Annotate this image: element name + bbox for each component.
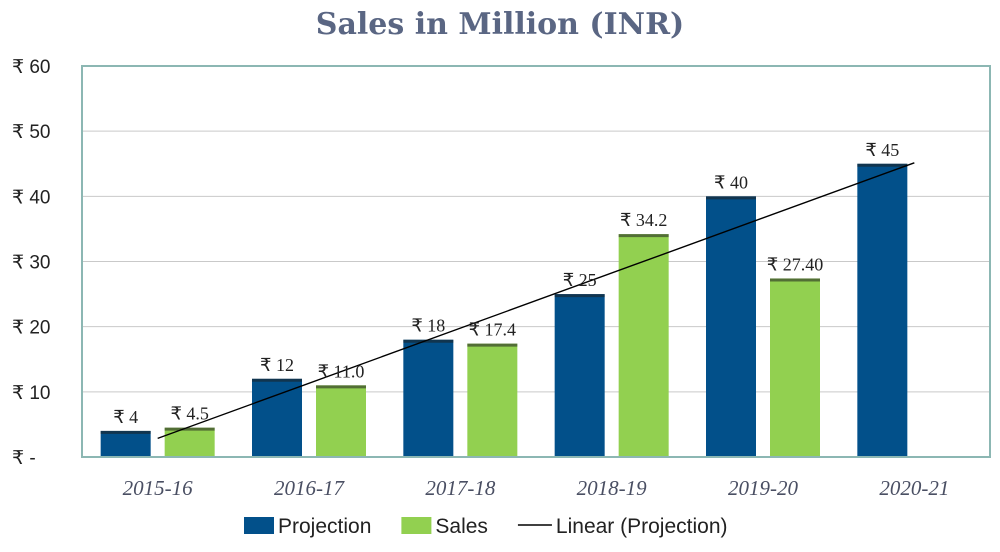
x-axis-ticks: 2015-16 2016-17 2017-18 2018-19 2019-20 2020-… <box>123 476 950 500</box>
legend-label: Projection <box>278 515 371 538</box>
data-label: ₹ 4 <box>113 407 138 427</box>
gridlines <box>82 130 990 393</box>
y-tick-label: ₹ - <box>12 448 36 469</box>
data-label: ₹ 11.0 <box>318 361 365 381</box>
data-label: ₹ 45 <box>865 140 899 160</box>
x-tick-label: 2016-17 <box>274 476 345 500</box>
bar-projection-2018-19 <box>554 294 605 457</box>
y-tick-label: ₹ 40 <box>12 187 51 208</box>
bar-projection-2016-17 <box>252 378 302 457</box>
bar-sales-2019-20 <box>770 278 820 457</box>
legend-swatch-projection <box>244 517 274 534</box>
legend-label: Sales <box>435 515 488 538</box>
bar-projection-2017-18 <box>403 339 454 457</box>
chart-title: Sales in Million (INR) <box>316 7 684 42</box>
bar-sales-2015-16 <box>164 427 215 457</box>
data-labels: ₹ 4 ₹ 12 ₹ 18 ₹ 25 ₹ 40 ₹ 45 ₹ 4.5 ₹ 11.0 ₹ 17.4… <box>113 140 899 427</box>
data-label: ₹ 18 <box>411 316 445 336</box>
bar-projection-2019-20 <box>706 196 756 458</box>
data-label: ₹ 25 <box>563 270 597 290</box>
bar-projection-2015-16 <box>100 430 151 457</box>
bar-sales-2016-17 <box>316 385 366 457</box>
data-label: ₹ 40 <box>714 172 748 192</box>
data-label: ₹ 27.40 <box>767 254 823 274</box>
x-tick-label: 2017-18 <box>425 476 495 500</box>
y-tick-label: ₹ 30 <box>12 253 51 274</box>
x-tick-label: 2019-20 <box>728 476 798 500</box>
y-tick-label: ₹ 10 <box>12 383 51 404</box>
trendline-projection <box>157 162 915 440</box>
data-label: ₹ 12 <box>260 355 294 375</box>
trendline <box>157 162 915 440</box>
bars <box>100 163 908 458</box>
legend-swatch-sales <box>401 517 432 534</box>
x-tick-label: 2015-16 <box>123 476 193 500</box>
y-tick-label: ₹ 20 <box>12 318 51 339</box>
legend-label: Linear (Projection) <box>556 515 728 538</box>
bar-sales-2018-19 <box>618 234 669 457</box>
y-tick-label: ₹ 60 <box>12 57 51 78</box>
bar-projection-2020-21 <box>857 163 908 457</box>
plot-area-border <box>81 65 991 458</box>
data-label: ₹ 34.2 <box>620 210 667 230</box>
y-axis-ticks: ₹ - ₹ 10 ₹ 20 ₹ 30 ₹ 40 ₹ 50 ₹ 60 <box>12 57 51 469</box>
x-tick-label: 2018-19 <box>577 476 647 500</box>
data-label: ₹ 4.5 <box>170 404 208 424</box>
bar-sales-2017-18 <box>467 343 518 457</box>
data-label: ₹ 17.4 <box>469 320 516 340</box>
y-tick-label: ₹ 50 <box>12 122 51 143</box>
x-tick-label: 2020-21 <box>879 476 949 500</box>
legend: Projection Sales Linear (Projection) <box>244 515 728 538</box>
